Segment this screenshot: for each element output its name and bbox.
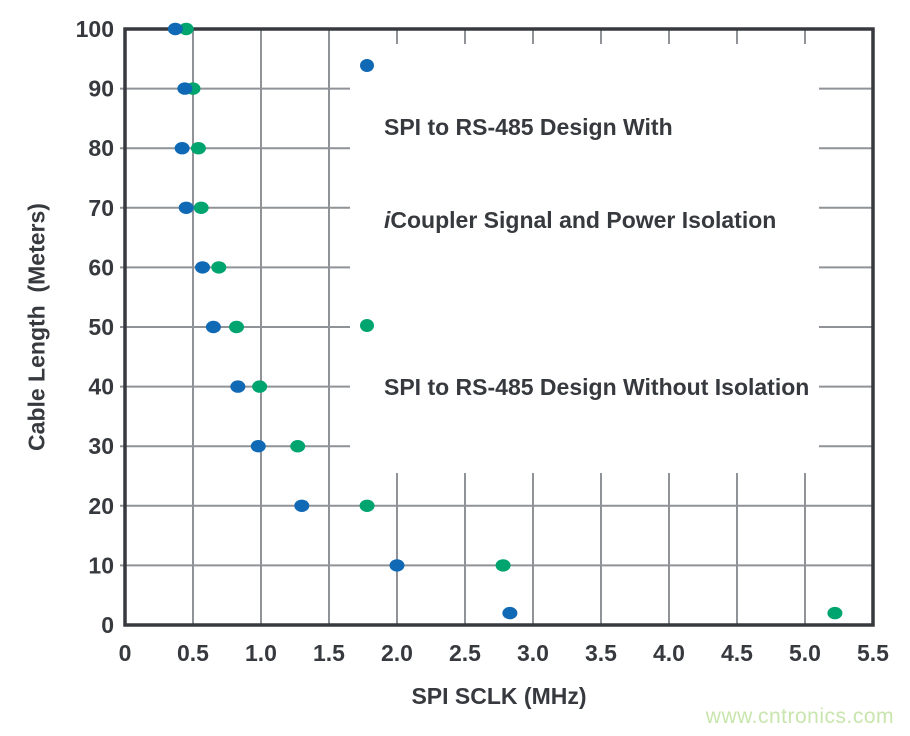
data-point [230,380,246,393]
data-point [167,22,183,36]
x-tick-label: 2.0 [381,640,413,666]
legend-label-line1: SPI to RS-485 Design With [384,114,673,140]
data-point [389,559,405,572]
x-tick-label: 3.0 [517,640,549,666]
y-tick-label: 30 [88,433,114,459]
x-tick-label: 1.0 [245,640,277,666]
x-tick-label: 5.0 [789,640,821,666]
y-axis-title: Cable Length (Meters) [23,203,50,451]
y-tick-label: 100 [76,16,114,42]
y-tick-label: 90 [88,76,114,102]
data-point [178,201,194,214]
x-tick-label: 0 [119,640,132,666]
data-point [495,559,511,572]
data-point [827,606,843,620]
legend-item-without-isolation: SPI to RS-485 Design Without Isolation [358,310,809,465]
data-point [174,142,190,155]
legend-label-without-isolation: SPI to RS-485 Design Without Isolation [384,374,810,400]
x-tick-label: 0.5 [177,640,209,666]
data-point [290,440,306,453]
legend-item-with-isolation: SPI to RS-485 Design With iCoupler Signa… [358,50,809,298]
y-tick-label: 0 [101,612,114,638]
data-point [252,380,268,393]
y-tick-label: 40 [88,374,114,400]
legend-marker-green-dot-icon [360,319,374,332]
data-point [359,499,375,512]
data-point [502,606,518,620]
data-point [195,261,211,274]
data-point [205,320,221,334]
y-tick-label: 50 [88,314,114,340]
data-point [178,22,194,36]
y-tick-label: 80 [88,135,114,161]
legend-label-line2: iCoupler Signal and Power Isolation [384,207,777,233]
y-tick-label: 20 [88,493,114,519]
data-point [190,142,206,155]
y-tick-label: 60 [88,254,114,280]
data-point [193,201,209,214]
x-tick-label: 4.0 [653,640,685,666]
chart-legend: SPI to RS-485 Design With iCoupler Signa… [350,44,820,473]
y-tick-label: 70 [88,195,114,221]
x-tick-label: 2.5 [449,640,481,666]
data-point [177,82,193,95]
data-point [250,440,266,453]
data-point [211,261,227,274]
x-axis-title: SPI SCLK (MHz) [411,683,587,709]
y-tick-label: 10 [88,552,114,578]
legend-marker-blue-dot-icon [360,59,374,72]
data-point [294,499,310,512]
x-tick-label: 4.5 [721,640,753,666]
plot-frame [123,27,875,627]
legend-label-with-isolation: SPI to RS-485 Design With iCoupler Signa… [384,50,776,298]
x-tick-label: 1.5 [313,640,345,666]
data-point [229,320,245,334]
watermark-text: www.cntronics.com [705,705,894,728]
x-tick-label: 5.5 [857,640,889,666]
x-tick-label: 3.5 [585,640,617,666]
